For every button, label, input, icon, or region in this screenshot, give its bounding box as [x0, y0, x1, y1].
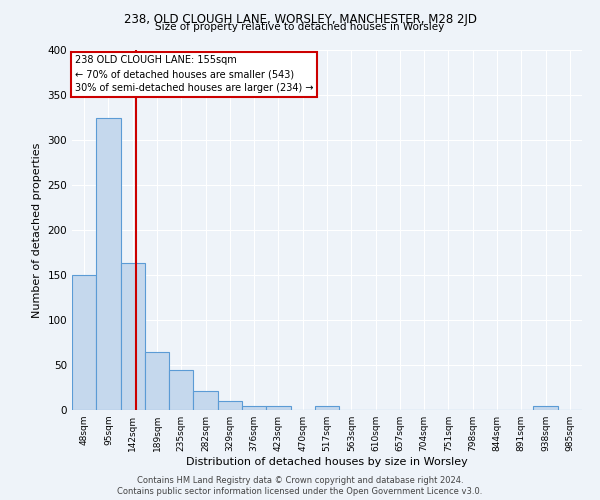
Text: Contains HM Land Registry data © Crown copyright and database right 2024.: Contains HM Land Registry data © Crown c…	[137, 476, 463, 485]
Bar	[533, 406, 558, 410]
Bar	[72, 275, 96, 410]
Y-axis label: Number of detached properties: Number of detached properties	[32, 142, 42, 318]
Bar	[169, 370, 193, 410]
Bar	[242, 406, 266, 410]
Bar	[121, 264, 145, 410]
X-axis label: Distribution of detached houses by size in Worsley: Distribution of detached houses by size …	[186, 457, 468, 467]
Text: 238 OLD CLOUGH LANE: 155sqm
← 70% of detached houses are smaller (543)
30% of se: 238 OLD CLOUGH LANE: 155sqm ← 70% of det…	[74, 56, 313, 94]
Bar	[193, 391, 218, 410]
Bar	[96, 118, 121, 410]
Text: Size of property relative to detached houses in Worsley: Size of property relative to detached ho…	[155, 22, 445, 32]
Bar	[218, 401, 242, 410]
Bar	[145, 352, 169, 410]
Bar	[266, 406, 290, 410]
Bar	[315, 406, 339, 410]
Text: 238, OLD CLOUGH LANE, WORSLEY, MANCHESTER, M28 2JD: 238, OLD CLOUGH LANE, WORSLEY, MANCHESTE…	[124, 12, 476, 26]
Text: Contains public sector information licensed under the Open Government Licence v3: Contains public sector information licen…	[118, 487, 482, 496]
